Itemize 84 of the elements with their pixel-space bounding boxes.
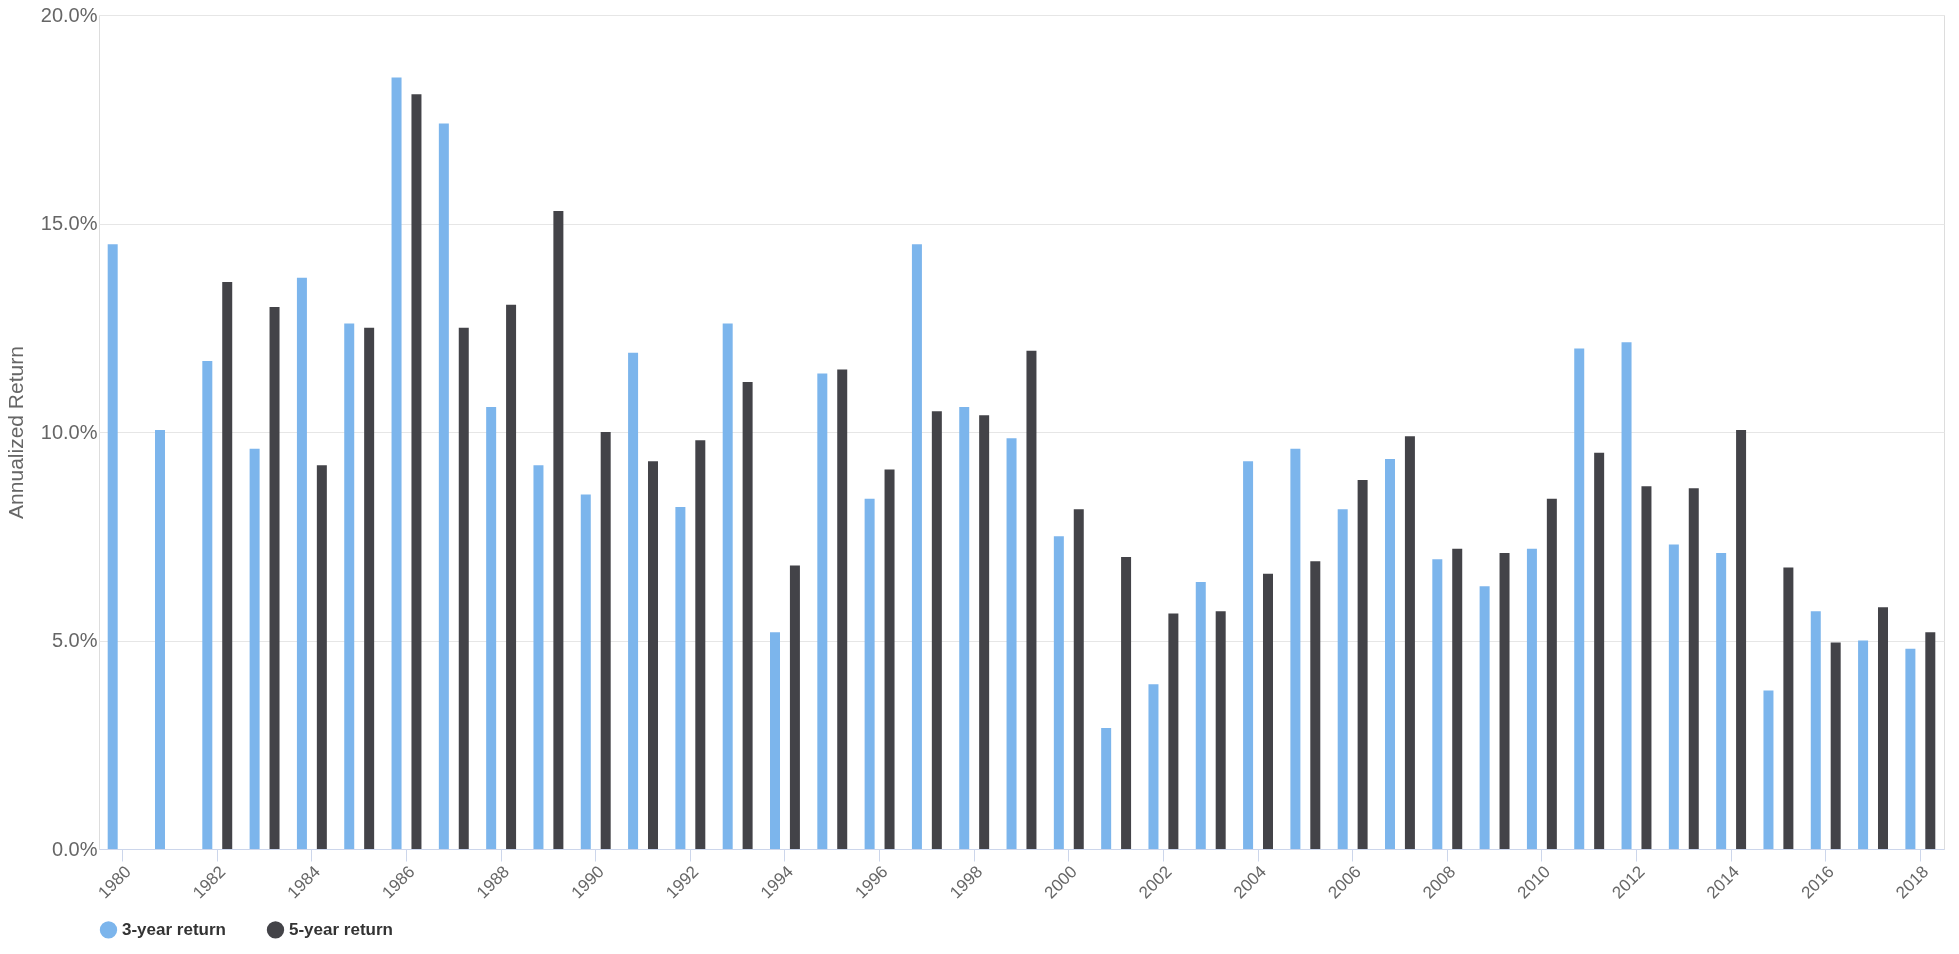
bar — [864, 498, 875, 849]
bar — [911, 244, 922, 849]
bar — [1594, 452, 1605, 849]
bar — [222, 281, 233, 849]
y-tick-label: 0.0% — [51, 837, 98, 860]
bar — [1243, 461, 1254, 849]
bar — [931, 411, 942, 849]
bar — [1026, 350, 1037, 849]
bar — [1716, 552, 1727, 849]
y-tick-label: 5.0% — [51, 629, 98, 651]
bar — [296, 277, 307, 849]
bar — [1641, 486, 1652, 849]
bar — [1121, 557, 1132, 849]
bar — [107, 244, 118, 849]
bar — [1101, 728, 1112, 849]
bar — [600, 432, 611, 849]
bar — [486, 406, 497, 849]
bar — [1385, 459, 1395, 849]
bar — [1621, 342, 1632, 849]
bar — [202, 361, 213, 849]
y-axis-title: Annualized Return — [3, 346, 27, 519]
bar — [1499, 552, 1510, 849]
bar — [837, 369, 848, 849]
bar — [979, 415, 990, 849]
bar — [695, 440, 706, 849]
bar — [1668, 544, 1679, 849]
bar — [1310, 561, 1321, 849]
bar — [316, 465, 327, 849]
bar — [1783, 567, 1794, 849]
bar — [580, 494, 591, 849]
bar — [155, 429, 165, 849]
bar — [675, 507, 686, 849]
bar — [742, 381, 753, 849]
bar — [1404, 436, 1415, 849]
bar — [1053, 536, 1064, 849]
y-tick-label: 10.0% — [40, 420, 98, 443]
bar — [1830, 642, 1841, 849]
legend-label: 3-year return — [122, 919, 226, 939]
bar — [1574, 348, 1585, 849]
bar — [553, 210, 564, 849]
bar — [458, 327, 469, 849]
y-tick-label: 20.0% — [40, 3, 98, 26]
bar — [789, 565, 800, 849]
bar — [438, 123, 449, 849]
bar — [1479, 586, 1490, 849]
bar — [1688, 488, 1699, 849]
bar — [1925, 632, 1936, 849]
bar — [1073, 509, 1084, 849]
bar — [344, 323, 355, 849]
bar — [1168, 613, 1179, 849]
bar — [1858, 640, 1869, 849]
bar — [269, 306, 280, 849]
bar — [1763, 690, 1774, 849]
bar — [648, 461, 658, 849]
bar — [1432, 559, 1443, 849]
bar — [364, 327, 375, 849]
bar — [959, 406, 970, 849]
bar — [411, 94, 422, 849]
legend-label: 5-year return — [289, 919, 393, 939]
bar — [1526, 548, 1537, 849]
bar — [1810, 611, 1821, 849]
bar — [1337, 509, 1348, 849]
bar — [770, 632, 780, 849]
bar — [1148, 684, 1159, 849]
bar — [1290, 448, 1301, 849]
bar — [1006, 438, 1017, 849]
bar — [817, 373, 828, 849]
bar — [628, 352, 639, 849]
bar — [1263, 573, 1273, 849]
bar — [884, 469, 895, 849]
bar — [1195, 582, 1206, 849]
bar — [249, 448, 260, 849]
bar — [391, 77, 402, 849]
y-tick-label: 15.0% — [40, 212, 98, 234]
bar — [1546, 498, 1557, 849]
bar — [1452, 548, 1463, 849]
bar — [506, 304, 517, 849]
bar — [1878, 607, 1888, 849]
bar — [1905, 648, 1916, 849]
bar — [533, 465, 544, 849]
bar — [1215, 611, 1226, 849]
bar — [722, 323, 733, 849]
bar — [1736, 429, 1747, 849]
bar — [1357, 479, 1368, 849]
